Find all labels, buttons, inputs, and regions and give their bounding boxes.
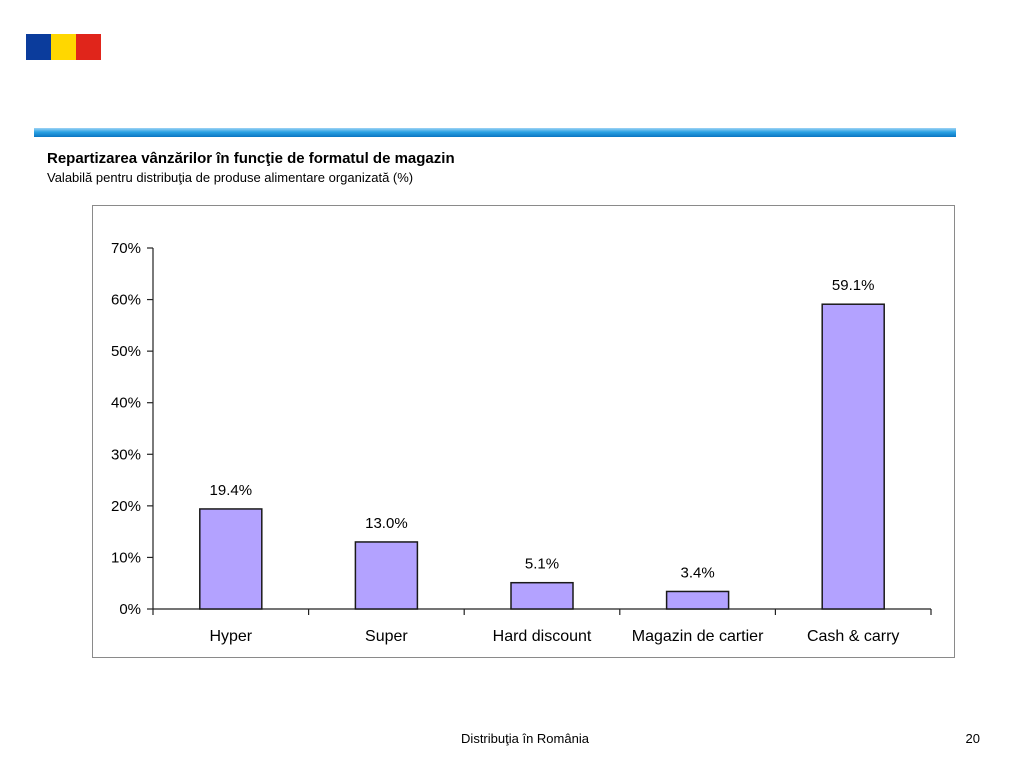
page-number: 20	[965, 731, 980, 746]
bar-value-label: 5.1%	[525, 556, 559, 573]
x-category-label: Super	[365, 628, 408, 645]
bar	[354, 541, 419, 610]
footer-text: Distribuţia în România	[461, 731, 589, 746]
x-category-label: Cash & carry	[807, 628, 899, 645]
chart-frame: 0% 10% 20% 30% 40% 50% 60% 70% 19.4% Hyper 13.0% Su…	[92, 205, 955, 658]
slide-subtitle: Valabilă pentru distribuţia de produse a…	[47, 170, 414, 185]
bar-value-label: 13.0%	[365, 515, 408, 532]
bar-chart: 0% 10% 20% 30% 40% 50% 60% 70% 19.4% Hyper 13.0% Su…	[111, 240, 932, 645]
bar-value-label: 59.1%	[832, 277, 875, 294]
y-tick-label: 20%	[111, 498, 141, 515]
y-tick-label: 70%	[111, 240, 141, 257]
slide-title: Repartizarea vânzărilor în funcţie de fo…	[47, 150, 455, 167]
bar	[821, 303, 885, 610]
bar	[199, 508, 263, 610]
flag-yellow-stripe	[51, 34, 76, 60]
y-tick-label: 0%	[119, 601, 141, 618]
header-divider	[34, 128, 956, 137]
bar	[510, 581, 574, 610]
x-category-label: Magazin de cartier	[632, 628, 764, 645]
y-tick-label: 60%	[111, 292, 141, 309]
bar	[665, 590, 730, 610]
bar-value-label: 3.4%	[680, 564, 714, 581]
flag-red-stripe	[76, 34, 101, 60]
x-category-label: Hard discount	[493, 628, 592, 645]
bar-value-label: 19.4%	[210, 482, 253, 499]
romania-flag-icon	[26, 34, 101, 60]
y-tick-label: 40%	[111, 395, 141, 412]
x-category-label: Hyper	[209, 628, 252, 645]
flag-blue-stripe	[26, 34, 51, 60]
y-tick-label: 30%	[111, 446, 141, 463]
y-tick-label: 10%	[111, 549, 141, 566]
y-tick-label: 50%	[111, 343, 141, 360]
